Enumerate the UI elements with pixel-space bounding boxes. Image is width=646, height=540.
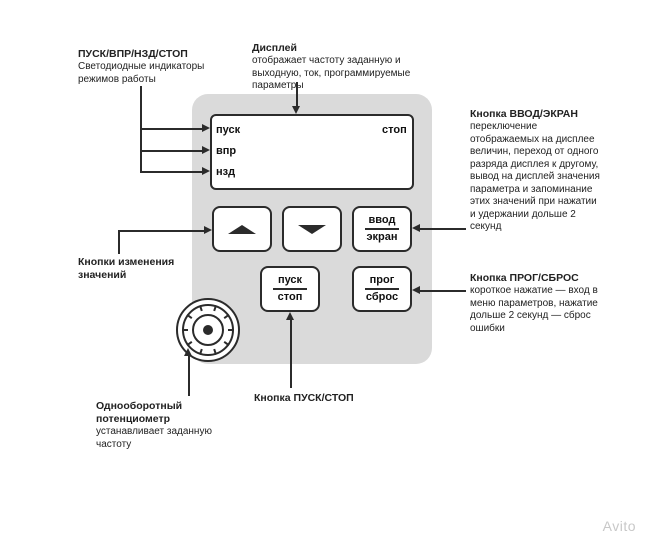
arrowhead-down-icon (292, 106, 300, 114)
divider (365, 228, 399, 230)
callout-enter-title: Кнопка ВВОД/ЭКРАН (470, 108, 600, 121)
button-prog-reset[interactable]: прог сброс (352, 266, 412, 312)
button-run-line2: стоп (278, 291, 303, 304)
leader (420, 228, 466, 230)
callout-arrows-title: Кнопки изменения значений (78, 256, 178, 282)
callout-pot: Однооборотный потенциометр устанавливает… (96, 400, 246, 451)
callout-prog-body: короткое нажатие — вход в меню параметро… (470, 285, 600, 335)
callout-leds: ПУСК/ВПР/НЗД/СТОП Светодиодные индикатор… (78, 48, 228, 86)
callout-prog: Кнопка ПРОГ/СБРОС короткое нажатие — вхо… (470, 272, 600, 335)
callout-leds-title: ПУСК/ВПР/НЗД/СТОП (78, 48, 228, 61)
leader (140, 171, 202, 173)
button-enter-line1: ввод (369, 214, 396, 227)
button-enter-screen[interactable]: ввод экран (352, 206, 412, 252)
arrowhead-left-icon (412, 286, 420, 294)
leader (140, 128, 202, 130)
button-prog-line2: сброс (366, 291, 398, 304)
led-label-vpr: впр (216, 145, 236, 157)
arrowhead-left-icon (412, 224, 420, 232)
callout-display: Дисплей отображает частоту заданную и вы… (252, 42, 452, 93)
callout-pot-title: Однооборотный потенциометр (96, 400, 246, 426)
callout-arrows: Кнопки изменения значений (78, 256, 178, 282)
arrowhead-right-icon (202, 124, 210, 132)
arrowhead-right-icon (204, 226, 212, 234)
watermark: Avito (603, 518, 636, 534)
arrowhead-right-icon (202, 167, 210, 175)
leader (290, 320, 292, 388)
leader (118, 230, 120, 254)
callout-display-body: отображает частоту заданную и выходную, … (252, 55, 452, 93)
callout-runstop: Кнопка ПУСК/СТОП (254, 392, 384, 405)
button-run-stop[interactable]: пуск стоп (260, 266, 320, 312)
divider (273, 288, 307, 290)
callout-leds-body: Светодиодные индикаторы режимов работы (78, 61, 228, 86)
leader (420, 290, 466, 292)
button-run-line1: пуск (278, 274, 302, 287)
chevron-up-icon (228, 225, 256, 234)
callout-display-title: Дисплей (252, 42, 452, 55)
button-enter-line2: экран (366, 231, 397, 244)
button-down[interactable] (282, 206, 342, 252)
arrowhead-right-icon (202, 146, 210, 154)
led-label-nzd: нзд (216, 166, 235, 178)
callout-enter: Кнопка ВВОД/ЭКРАН переключение отображае… (470, 108, 600, 234)
callout-runstop-title: Кнопка ПУСК/СТОП (254, 392, 384, 405)
leader (118, 230, 204, 232)
arrowhead-up-icon (184, 348, 192, 356)
button-up[interactable] (212, 206, 272, 252)
callout-pot-body: устанавливает заданную частоту (96, 426, 246, 451)
arrowhead-up-icon (286, 312, 294, 320)
divider (365, 288, 399, 290)
leader (188, 356, 190, 396)
callout-prog-title: Кнопка ПРОГ/СБРОС (470, 272, 600, 285)
leader (296, 82, 298, 106)
leader (140, 150, 202, 152)
chevron-down-icon (298, 225, 326, 234)
led-label-stop: стоп (382, 124, 407, 136)
button-prog-line1: прог (370, 274, 395, 287)
led-label-pusk: пуск (216, 124, 240, 136)
callout-enter-body: переключение отображаемых на дисплее вел… (470, 121, 600, 234)
